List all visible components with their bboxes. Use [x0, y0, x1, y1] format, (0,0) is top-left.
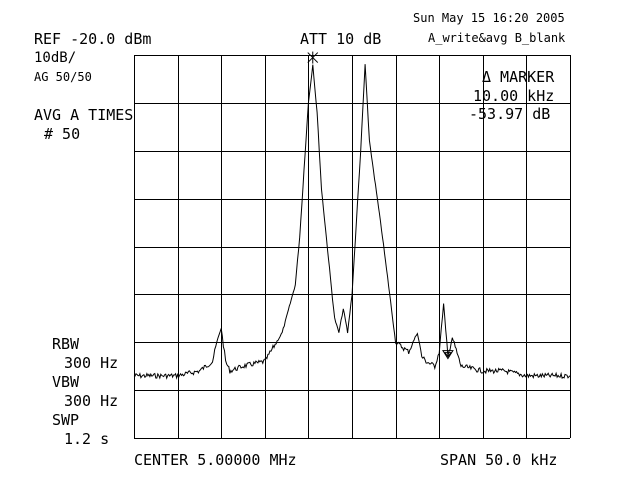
- reference-level: REF -20.0 dBm: [34, 30, 152, 48]
- sweep-label: SWP: [52, 411, 80, 429]
- asterisk-marker-icon: [307, 51, 319, 64]
- sweep-value: 1.2 s: [64, 430, 110, 448]
- datetime-readout: Sun May 15 16:20 2005: [413, 11, 565, 25]
- triangle-marker-icon: [442, 350, 454, 360]
- attenuation-readout: ATT 10 dB: [300, 30, 382, 48]
- marker-level: -53.97 dB: [469, 105, 551, 123]
- marker-frequency: 10.00 kHz: [473, 87, 555, 105]
- rbw-label: RBW: [52, 335, 80, 353]
- averaging-setting: AG 50/50: [34, 70, 92, 84]
- frequency-span: SPAN 50.0 kHz: [440, 451, 558, 469]
- averaging-label: AVG A TIMES: [34, 106, 134, 124]
- center-frequency: CENTER 5.00000 MHz: [134, 451, 297, 469]
- scale-readout: 10dB/: [34, 50, 77, 66]
- vbw-label: VBW: [52, 373, 80, 391]
- marker-title: Δ MARKER: [482, 68, 555, 86]
- averaging-count: # 50: [44, 125, 81, 143]
- rbw-value: 300 Hz: [64, 354, 119, 372]
- trace-modes-readout: A_write&avg B_blank: [428, 31, 566, 45]
- vbw-value: 300 Hz: [64, 392, 119, 410]
- spectrum-trace: [133, 64, 571, 380]
